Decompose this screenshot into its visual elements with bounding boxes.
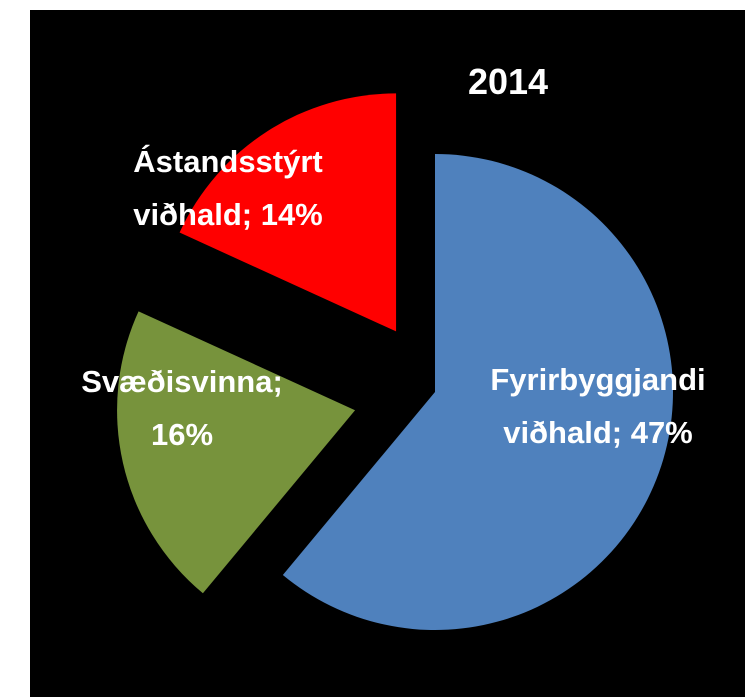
data-label: Svæðisvinna; [81, 364, 283, 399]
data-label: 16% [151, 417, 213, 452]
chart-title: 2014 [468, 61, 548, 102]
data-label: Ástandsstýrt [133, 144, 323, 179]
data-label: viðhald; 14% [133, 197, 323, 232]
data-label: viðhald; 47% [503, 415, 693, 450]
data-label: Fyrirbyggjandi [490, 362, 705, 397]
pie-slice [117, 311, 356, 594]
pie-slice [179, 93, 397, 332]
pie-slice [282, 154, 673, 630]
